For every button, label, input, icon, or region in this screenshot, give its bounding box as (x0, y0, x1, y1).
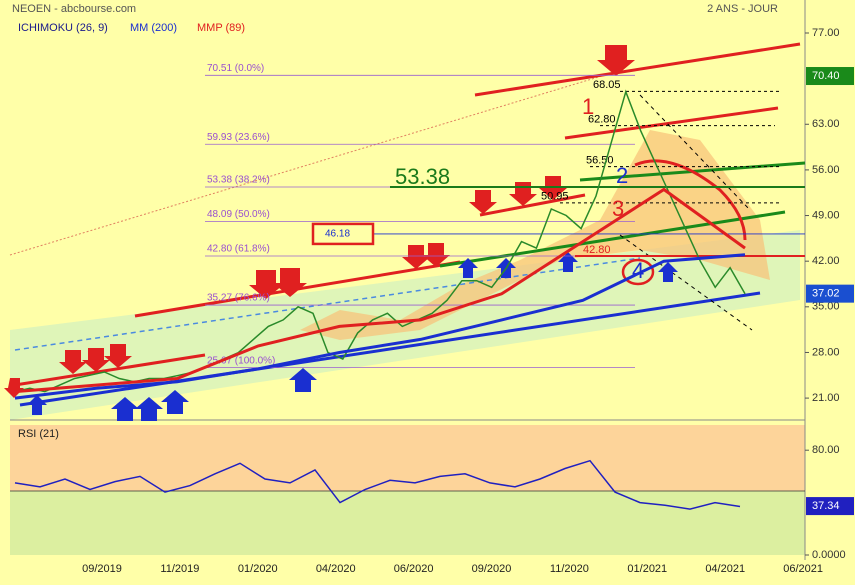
y-tick-label: 63.00 (812, 118, 840, 130)
level-label: 56.50 (586, 155, 614, 167)
green-level-label: 53.38 (395, 164, 450, 189)
fib-label: 25.67 (100.0%) (207, 355, 275, 366)
price-tag (806, 497, 854, 516)
x-tick-label: 06/2021 (783, 563, 823, 575)
wave-label: 1 (582, 94, 594, 119)
indicator-line (14, 253, 746, 400)
subtitle: 2 ANS - JOUR (707, 3, 778, 15)
indicator-line (14, 187, 746, 394)
fib-label: 53.38 (38.2%) (207, 175, 270, 186)
fib-label: 70.51 (0.0%) (207, 63, 264, 74)
legend-ichimoku: ICHIMOKU (26, 9) (18, 22, 108, 34)
price-tag-label: 70.40 (812, 70, 840, 82)
trend-line (439, 210, 786, 268)
up-arrows (27, 252, 678, 421)
rsi-high-zone (10, 425, 805, 491)
x-tick-label: 01/2021 (627, 563, 667, 575)
legend-label: MM (200) (130, 22, 177, 34)
trend-line (479, 193, 586, 217)
rsi-low-zone (10, 491, 805, 555)
circle-mark (621, 258, 655, 286)
level-label: 62.80 (588, 113, 616, 125)
fib-label: 48.09 (50.0%) (207, 209, 270, 220)
price-tag-label: 37.34 (812, 500, 840, 512)
y-tick-label: 77.00 (812, 27, 840, 39)
legend-label: MMP (89) (197, 22, 245, 34)
x-tick-label: 09/2020 (472, 563, 512, 575)
trend-line (474, 42, 801, 97)
x-tick-label: 11/2020 (550, 563, 589, 575)
box-level-label: 46.18 (325, 229, 350, 240)
price-tag (806, 284, 854, 303)
x-tick-label: 01/2020 (238, 563, 278, 575)
trend-line (564, 106, 779, 140)
level-box (311, 222, 375, 246)
y-tick-label: 49.00 (812, 209, 840, 221)
y-tick-label: 21.00 (812, 392, 840, 404)
y-tick-label: 35.00 (812, 301, 840, 313)
x-tick-label: 04/2021 (705, 563, 745, 575)
price-tag (806, 67, 854, 86)
fib-label: 59.93 (23.6%) (207, 132, 270, 143)
y-tick-label: 0.0000 (812, 549, 846, 561)
support-label: 42.80 (583, 244, 611, 256)
price-tag-label: 37.02 (812, 288, 840, 300)
y-tick-label: 28.00 (812, 346, 840, 358)
x-tick-label: 11/2019 (160, 563, 199, 575)
y-tick-label: 56.00 (812, 164, 840, 176)
ichimoku-cloud (300, 130, 770, 340)
fib-label: 42.80 (61.8%) (207, 244, 270, 255)
x-tick-label: 09/2019 (82, 563, 122, 575)
down-arrows (4, 45, 635, 398)
rsi-line (14, 459, 741, 510)
rsi-title: RSI (21) (18, 428, 59, 440)
y-tick-label: 42.00 (812, 255, 840, 267)
wave-label: 2 (616, 163, 628, 188)
trend-dotted (9, 71, 616, 256)
trend-line (19, 291, 761, 407)
y-tick-label: 80.00 (812, 444, 840, 456)
wave-label: 3 (612, 196, 624, 221)
trend-dashed (619, 234, 753, 331)
trend-line (14, 353, 206, 387)
x-tick-label: 04/2020 (316, 563, 356, 575)
level-label: 68.05 (593, 79, 621, 91)
trend-dashed (639, 94, 751, 211)
level-label: 50.95 (541, 191, 569, 203)
fib-label: 35.27 (76.6%) (207, 293, 270, 304)
x-tick-label: 06/2020 (394, 563, 434, 575)
title: NEOEN - abcbourse.com (12, 3, 136, 15)
